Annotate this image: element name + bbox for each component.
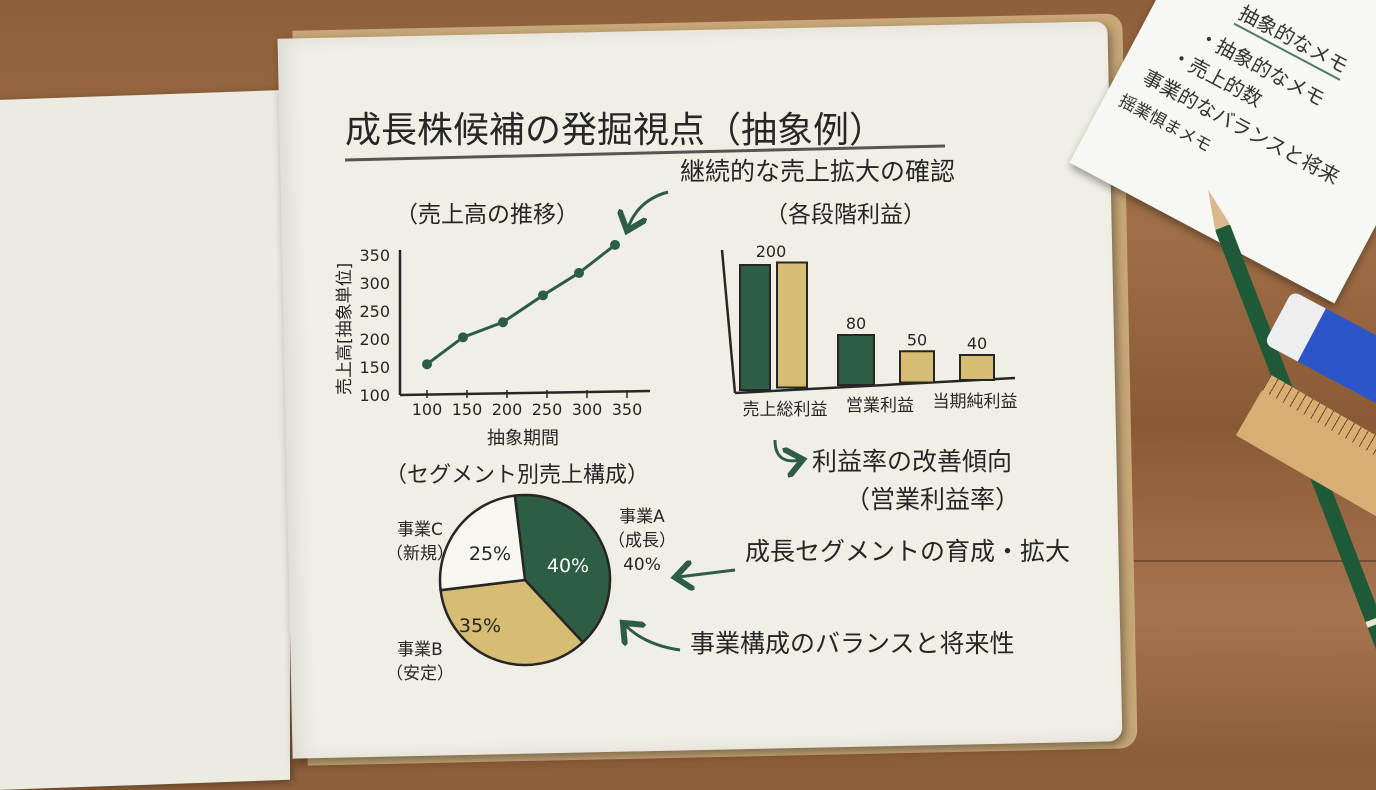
data-point <box>422 359 432 370</box>
title-underline <box>344 144 946 162</box>
line-chart-xlabel: 抽象期間 <box>487 428 559 449</box>
arrow-icon <box>625 625 681 652</box>
bar-value-label: 200 <box>756 242 787 261</box>
data-point <box>610 239 620 250</box>
bar-chart-title: （各段階利益） <box>765 202 926 228</box>
y-tick-label: 200 <box>359 330 390 349</box>
line-chart-title: （売上高の推移） <box>395 202 579 228</box>
annotation-sales-growth: 継続的な売上拡大の確認 <box>680 157 955 186</box>
annotation-margin-trend: 利益率の改善傾向 <box>812 447 1012 476</box>
annotation-segment-balance: 事業構成のバランスと将来性 <box>690 629 1015 658</box>
data-point <box>498 317 508 328</box>
pie-chart-title: （セグメント別売上構成） <box>385 463 649 488</box>
bar-chart: （各段階利益） 200 80 50 40 売上総利益 営業利益 当期純利益 <box>720 202 1018 420</box>
x-tick-label: 150 <box>452 400 483 419</box>
page-title: 成長株候補の発掘視点（抽象例） <box>345 110 885 151</box>
bar <box>837 334 875 386</box>
bar <box>959 354 995 381</box>
arrow-icon <box>678 570 736 577</box>
bar-value-label: 50 <box>907 330 927 349</box>
bar-category-label: 当期純利益 <box>933 392 1018 412</box>
bar-value-label: 40 <box>967 334 987 353</box>
pie-legend-sub: （成長） <box>608 531 676 551</box>
bar <box>899 350 935 384</box>
pie-slice-label: 25% <box>469 543 511 565</box>
y-tick-label: 300 <box>359 274 390 293</box>
sales-line <box>426 243 616 366</box>
pie-outer-label: 40% <box>623 555 661 575</box>
pie-slice <box>513 493 612 645</box>
pie-legend-sub: （新規） <box>386 544 454 564</box>
annotation-segment-growth: 成長セグメントの育成・拡大 <box>745 537 1070 566</box>
x-axis <box>399 389 651 397</box>
data-point <box>458 332 468 343</box>
x-tick-label: 300 <box>572 400 603 419</box>
bar <box>739 264 771 391</box>
arrow-icon <box>628 190 669 228</box>
pie-legend-name: 事業A <box>619 507 665 527</box>
pie-legend-name: 事業B <box>397 640 443 660</box>
y-tick-label: 100 <box>359 386 390 405</box>
y-axis <box>720 249 737 394</box>
annotation-margin-trend-sub: （営業利益率） <box>845 485 1020 514</box>
pie-slice-label: 35% <box>459 615 501 637</box>
data-point <box>538 290 548 301</box>
pie-legend-sub: （安定） <box>386 664 454 684</box>
bar <box>776 261 808 389</box>
pie-slice <box>439 578 585 667</box>
y-tick-label: 150 <box>359 358 390 377</box>
x-tick-label: 100 <box>412 400 443 419</box>
pie-slice-label: 40% <box>547 555 589 577</box>
data-point <box>574 267 584 278</box>
notebook-drawings: 成長株候補の発掘視点（抽象例） 継続的な売上拡大の確認 利益率の改善傾向 （営業… <box>335 110 1070 684</box>
pie-slice <box>438 494 527 592</box>
y-tick-label: 350 <box>359 246 390 265</box>
arrow-icon <box>773 439 800 461</box>
bar-category-label: 営業利益 <box>846 396 914 416</box>
line-chart: （売上高の推移） 売上高[抽象単位] 抽象期間 100 150 200 250 300 3… <box>335 202 651 449</box>
y-tick-label: 250 <box>359 302 390 321</box>
x-tick-label: 200 <box>492 400 523 419</box>
x-tick-label: 350 <box>612 400 643 419</box>
x-tick-label: 250 <box>532 400 563 419</box>
pie-legend-name: 事業C <box>397 520 443 540</box>
pie-chart: （セグメント別売上構成） 40% 35% 25% 事業A （成長） 40% 事業B （安定） 事… <box>385 463 676 684</box>
line-chart-ylabel: 売上高[抽象単位] <box>335 263 355 395</box>
bar-category-label: 売上総利益 <box>743 400 828 420</box>
bar-value-label: 80 <box>846 314 866 333</box>
